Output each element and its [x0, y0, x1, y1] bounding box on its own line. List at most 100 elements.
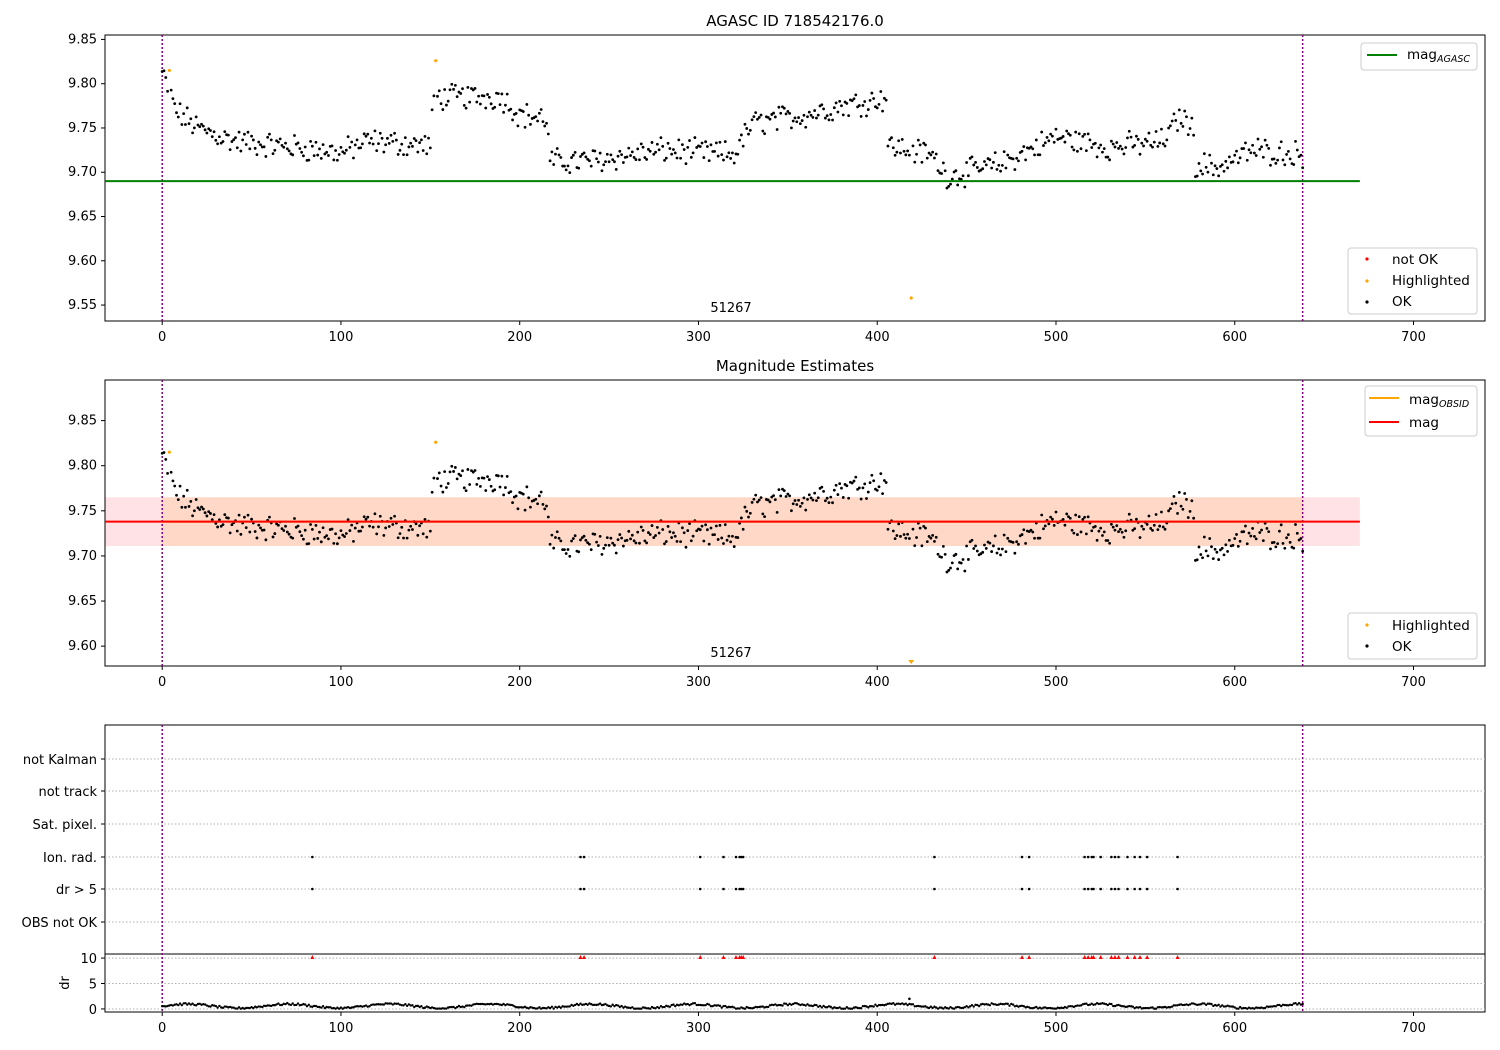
ok-point: [407, 528, 411, 532]
ok-point: [884, 481, 888, 484]
ok-point: [293, 134, 296, 137]
ok-point: [1292, 163, 1296, 166]
ok-point: [484, 106, 488, 110]
ok-point: [1088, 138, 1092, 142]
ok-point: [602, 163, 606, 167]
ok-point: [1033, 153, 1036, 157]
dr-point: [734, 1007, 738, 1010]
ok-point: [906, 149, 910, 153]
ok-point: [773, 115, 777, 119]
ok-point: [391, 139, 395, 143]
ok-point: [403, 136, 407, 140]
dr-point: [196, 1002, 200, 1006]
dr-point: [1237, 1007, 1240, 1010]
ok-point: [779, 494, 783, 498]
ok-point: [321, 143, 325, 147]
ok-point: [453, 84, 457, 87]
ok-point: [462, 103, 466, 107]
dr-point: [1042, 1006, 1045, 1009]
ok-point: [291, 536, 295, 540]
dr-point: [631, 1006, 634, 1009]
ok-point: [652, 536, 656, 539]
dr-point: [811, 1004, 815, 1008]
ok-point: [1152, 523, 1156, 527]
ok-point: [915, 536, 918, 539]
dr-point: [329, 1005, 332, 1009]
dr-point: [1078, 1004, 1081, 1007]
ok-point: [722, 542, 725, 545]
dr-point: [511, 1004, 514, 1007]
ok-point: [648, 533, 652, 536]
ok-point: [940, 555, 943, 559]
dr-point: [370, 1003, 373, 1007]
dr-flag: [698, 887, 702, 891]
dr-point: [407, 1003, 411, 1006]
dr-point: [477, 1002, 480, 1006]
x-tick-label: 500: [1044, 330, 1069, 345]
ok-point: [400, 525, 404, 529]
ok-point: [1120, 530, 1124, 534]
ok-point: [423, 134, 427, 138]
dr-point: [1222, 1005, 1226, 1008]
dr-point: [295, 1003, 298, 1007]
ok-point: [752, 115, 756, 119]
ok-point: [761, 129, 765, 133]
ok-point: [1210, 545, 1213, 549]
dr-point: [418, 1005, 421, 1009]
x-tick-label: 400: [865, 330, 890, 345]
dr-point: [1197, 1003, 1201, 1006]
ok-point: [396, 153, 400, 156]
dr-point: [933, 1005, 936, 1008]
ok-point: [832, 488, 836, 492]
ok-point: [287, 532, 291, 536]
legend-label-not-ok: not OK: [1392, 252, 1439, 268]
legend-label-mag: mag: [1409, 415, 1439, 431]
ok-point: [884, 98, 888, 102]
dr-point: [293, 1003, 296, 1007]
ok-point: [162, 451, 166, 454]
ok-point: [1047, 139, 1051, 143]
ok-point: [1201, 556, 1204, 560]
ok-point: [1186, 133, 1190, 137]
ok-point: [284, 141, 287, 145]
ok-point: [319, 540, 323, 544]
ok-point: [1040, 130, 1044, 134]
ok-point: [1224, 159, 1228, 163]
dr-point: [1278, 1003, 1281, 1007]
highlighted-point: [434, 440, 438, 444]
dr-point: [355, 1005, 359, 1008]
ok-point: [868, 98, 872, 102]
ok-point: [303, 145, 307, 149]
ok-point: [473, 469, 477, 472]
dr-point: [1115, 1004, 1118, 1007]
ok-point: [523, 125, 527, 129]
ok-point: [1168, 507, 1172, 510]
dr-point: [649, 1007, 652, 1010]
dr-point: [531, 1006, 534, 1009]
dr-point: [911, 1003, 915, 1006]
dr-tick-label: 0: [89, 1003, 97, 1018]
ok-point: [559, 539, 563, 543]
ok-point: [743, 505, 747, 509]
ok-point: [999, 169, 1002, 173]
ok-point: [1219, 548, 1222, 552]
ok-point: [1031, 147, 1035, 151]
dr-point: [951, 1007, 954, 1010]
dr-point: [922, 1005, 925, 1008]
ok-point: [1106, 539, 1110, 542]
dr-point: [448, 1005, 452, 1009]
dr-point: [879, 1003, 883, 1007]
ok-point: [763, 132, 767, 136]
ok-point: [741, 144, 745, 148]
ok-point: [950, 561, 954, 565]
dr-point: [713, 1004, 716, 1007]
dr-point: [1167, 1006, 1170, 1009]
ok-point: [1038, 153, 1042, 157]
ok-point: [216, 142, 220, 146]
agasc-panel-title: AGASC ID 718542176.0: [706, 12, 884, 30]
ok-point: [995, 167, 999, 171]
ok-point: [759, 496, 763, 500]
ok-point: [988, 158, 992, 162]
ok-point: [698, 145, 702, 148]
ok-point: [309, 140, 312, 143]
